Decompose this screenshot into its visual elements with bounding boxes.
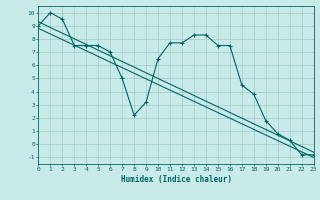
X-axis label: Humidex (Indice chaleur): Humidex (Indice chaleur) (121, 175, 231, 184)
